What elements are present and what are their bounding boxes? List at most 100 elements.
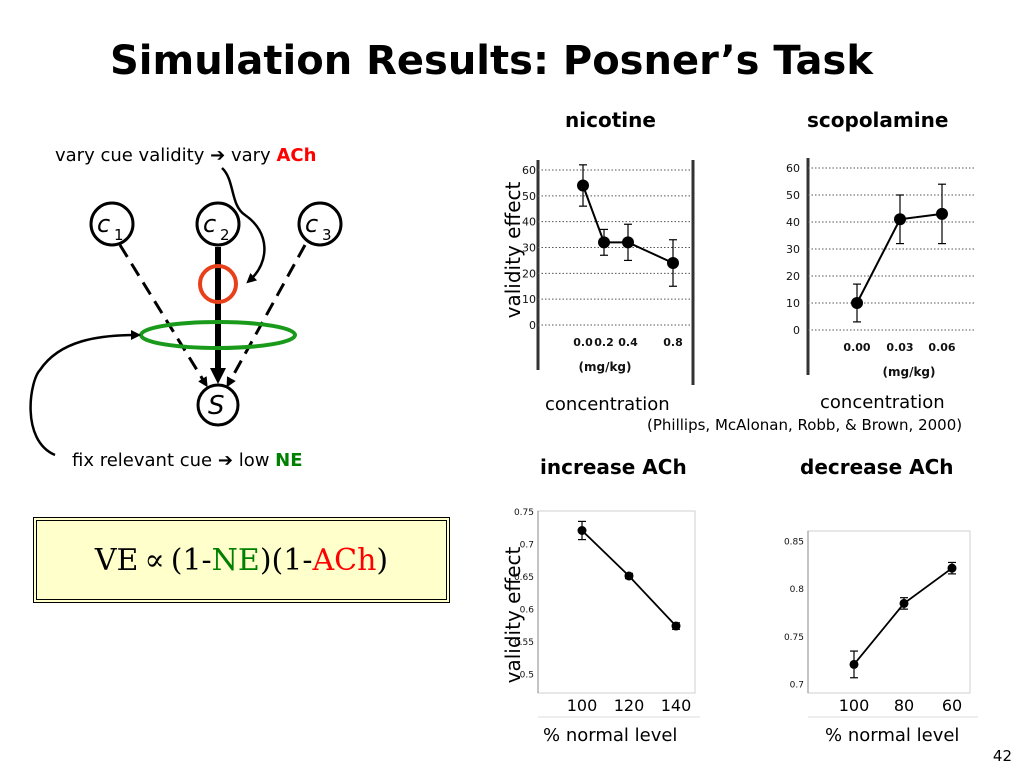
y-tick-label: 10 — [786, 297, 800, 310]
decrease-ach-heading: decrease ACh — [800, 455, 954, 479]
nicotine-chart: 0 10 20 30 40 50 60 0.0 0.2 0.4 0.8 (mg/kg) — [522, 160, 695, 385]
concentration-right: concentration — [820, 392, 945, 413]
x-tick-label: 0.2 — [594, 336, 614, 349]
y-tick-label: 0.7 — [790, 680, 804, 690]
node-c2-letter: c — [203, 210, 216, 238]
data-point — [667, 257, 679, 269]
x-axis-label: (mg/kg) — [882, 365, 935, 379]
scopolamine-chart: 0 10 20 30 40 50 60 0.00 0.03 0.06 (mg/kg) — [786, 158, 975, 379]
y-tick-label: 0.75 — [514, 508, 534, 518]
right-arrow-icon: ➔ — [210, 145, 226, 166]
y-tick-label: 0 — [529, 319, 536, 332]
x-tick-label: 100 — [839, 696, 870, 715]
normal-level-left: % normal level — [543, 725, 678, 746]
vary-cue-text: vary cue validity ➔ vary ACh — [55, 145, 316, 166]
data-point — [622, 236, 634, 249]
node-s — [196, 383, 240, 427]
x-tick-label: 80 — [894, 696, 914, 715]
proportional-icon: ∝ — [144, 542, 165, 578]
node-c2 — [195, 201, 241, 247]
x-tick-label: 0.4 — [618, 336, 638, 349]
node-c3-letter: c — [305, 210, 318, 238]
normal-level-right: % normal level — [825, 725, 960, 746]
node-c2-sub: 2 — [220, 226, 230, 244]
curved-arrow-bottom — [29, 330, 141, 457]
formula-box: VE ∝ (1- NE )(1- ACh ) — [33, 517, 450, 603]
fix-cue-text: fix relevant cue ➔ low NE — [72, 450, 303, 471]
y-tick-label: 0.55 — [514, 638, 534, 648]
y-tick-label: 20 — [522, 267, 536, 280]
decrease-ach-chart: 0.7 0.75 0.8 0.85 100 80 60 — [784, 530, 978, 718]
y-tick-label: 50 — [786, 189, 800, 202]
y-tick-label: 0.5 — [520, 671, 534, 681]
nicotine-heading: nicotine — [565, 108, 656, 132]
low-label: low — [238, 450, 270, 471]
y-tick-label: 0 — [793, 324, 800, 337]
vary-cue-label: vary cue validity — [55, 145, 205, 166]
y-tick-label: 0.6 — [520, 606, 535, 616]
data-point — [671, 621, 681, 631]
y-tick-label: 40 — [522, 216, 536, 229]
ne-ellipse — [139, 320, 297, 350]
ne-highlight: NE — [275, 450, 303, 471]
node-c1-letter: c — [97, 210, 110, 238]
node-s-letter: S — [208, 391, 225, 421]
y-tick-label: 0.75 — [784, 633, 804, 643]
data-point — [947, 563, 957, 573]
x-tick-label: 60 — [942, 696, 962, 715]
data-point — [577, 526, 587, 535]
data-point — [936, 207, 948, 220]
plot-frame — [537, 510, 696, 694]
data-point — [849, 659, 859, 669]
y-tick-label: 0.85 — [784, 538, 804, 548]
scopolamine-heading: scopolamine — [807, 108, 949, 132]
x-tick-label: 120 — [614, 696, 645, 715]
increase-ach-heading: increase ACh — [540, 455, 687, 479]
y-tick-label: 30 — [522, 242, 536, 255]
y-tick-label: 10 — [522, 293, 536, 306]
curved-arrow-top — [221, 167, 266, 284]
x-tick-label: 0.03 — [886, 341, 913, 354]
y-tick-label: 0.8 — [790, 585, 805, 595]
y-tick-label: 0.65 — [514, 573, 534, 583]
node-c1-sub: 1 — [114, 226, 124, 244]
x-tick-label: 0.0 — [573, 336, 593, 349]
y-tick-label: 30 — [786, 243, 800, 256]
y-tick-label: 40 — [786, 216, 800, 229]
x-tick-label: 140 — [661, 696, 692, 715]
series-line — [853, 567, 953, 665]
data-point — [577, 179, 589, 192]
page-number: 42 — [992, 747, 1012, 765]
data-point — [624, 571, 634, 581]
plot-frame — [807, 530, 971, 694]
edge-c1-s — [118, 244, 208, 388]
formula-part1a: (1- — [170, 542, 212, 578]
data-point — [598, 236, 610, 249]
right-arrow-icon: ➔ — [217, 450, 233, 471]
node-c1 — [89, 201, 135, 247]
x-tick-label: 0.00 — [843, 341, 870, 354]
edge-c3-s — [226, 244, 307, 388]
node-c3 — [297, 201, 343, 247]
x-tick-label: 0.06 — [928, 341, 955, 354]
increase-ach-chart: 0.5 0.55 0.6 0.65 0.7 0.75 100 120 140 — [514, 508, 700, 718]
vary-label: vary — [230, 145, 271, 166]
data-point — [899, 598, 909, 608]
x-tick-label: 100 — [567, 696, 598, 715]
formula-part2: ) — [376, 542, 389, 578]
data-point — [894, 213, 906, 226]
x-tick-label: 0.8 — [663, 336, 683, 349]
x-axis-label: (mg/kg) — [578, 360, 631, 374]
formula-ve: VE — [94, 542, 139, 578]
y-tick-label: 60 — [522, 164, 536, 177]
ach-circle — [198, 264, 238, 304]
slide-title: Simulation Results: Posner’s Task — [110, 38, 873, 84]
network-diagram: c 1 c 2 c 3 S — [29, 167, 343, 457]
series-line — [582, 185, 674, 264]
y-tick-label: 20 — [786, 270, 800, 283]
ach-highlight: ACh — [276, 145, 317, 166]
y-tick-label: 50 — [522, 190, 536, 203]
y-tick-label: 60 — [786, 162, 800, 175]
formula-text: VE ∝ (1- NE )(1- ACh ) — [37, 521, 446, 599]
formula-ne: NE — [211, 542, 260, 578]
